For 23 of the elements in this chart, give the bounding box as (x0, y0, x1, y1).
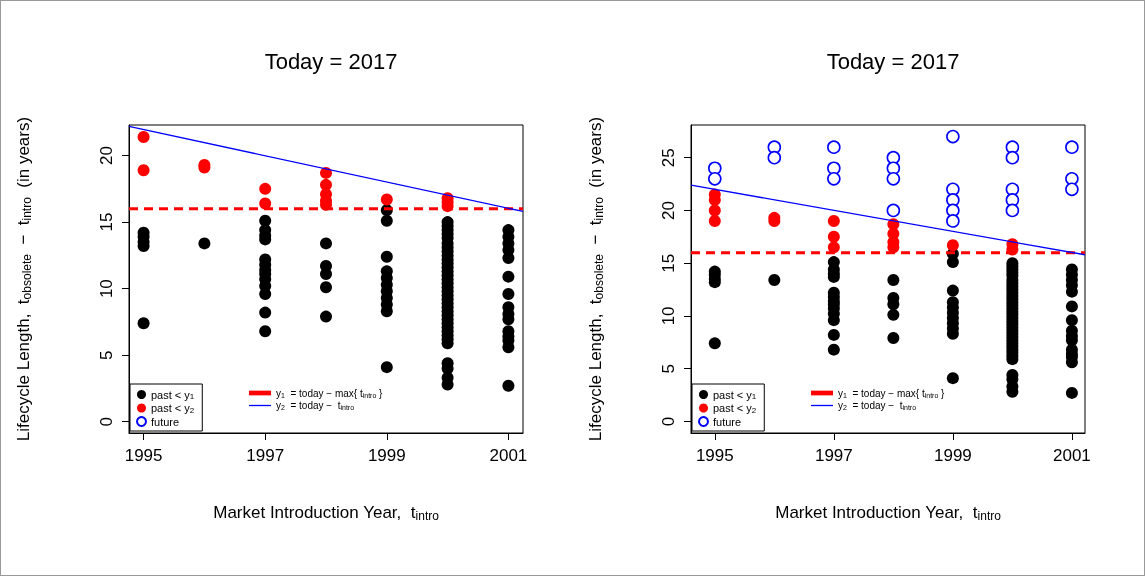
y-tick-label: 10 (659, 306, 678, 326)
x-tick-label: 1997 (246, 446, 285, 465)
y-tick-label: 5 (97, 350, 116, 360)
y-tick-label: 0 (659, 416, 678, 427)
x-tick-label: 2001 (1052, 446, 1091, 465)
y-tick-label: 5 (659, 363, 678, 374)
y-tick-label: 15 (659, 253, 678, 273)
legend-label: future (151, 415, 180, 428)
legend-label: future (713, 415, 742, 428)
x-tick-label: 1995 (695, 446, 734, 465)
x-tick-label: 1997 (814, 446, 853, 465)
y-tick-label: 25 (659, 148, 678, 168)
y-tick-label: 20 (659, 200, 678, 220)
y-tick-label: 20 (97, 146, 116, 166)
y-tick-label: 15 (97, 212, 116, 232)
chart-title: Today = 2017 (826, 48, 960, 74)
y-tick-label: 10 (97, 279, 116, 299)
y-tick-label: 0 (97, 416, 116, 427)
chart-title: Today = 2017 (264, 48, 398, 74)
x-tick-label: 1999 (367, 446, 406, 465)
x-tick-label: 1999 (933, 446, 972, 465)
x-tick-label: 1995 (124, 446, 163, 465)
x-tick-label: 2001 (489, 446, 528, 465)
